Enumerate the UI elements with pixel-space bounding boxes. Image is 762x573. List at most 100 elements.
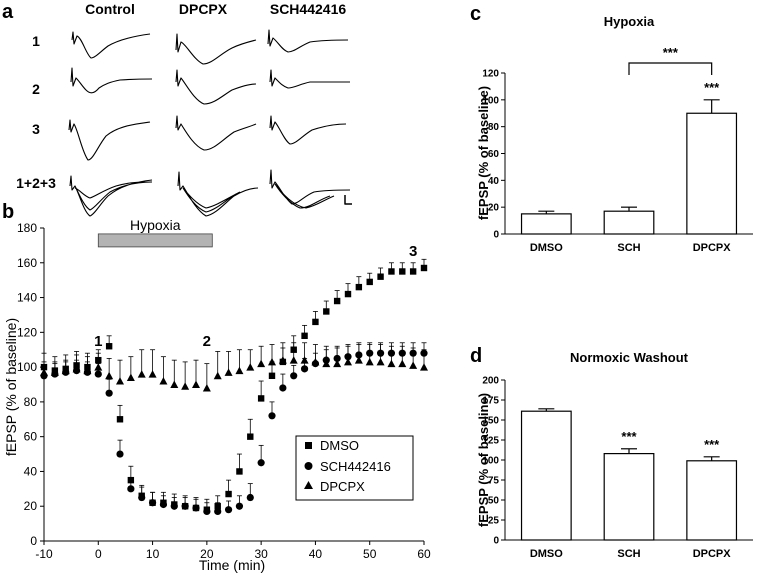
trace-sch-1 (267, 29, 349, 53)
b-y-tick-label: 0 (30, 534, 37, 548)
b-point-sch442416 (224, 506, 233, 514)
b-point-dpcpx (192, 380, 200, 388)
b-legend-box (295, 435, 414, 501)
trace-dpcpx-3 (175, 115, 257, 151)
b-point-sch442416 (268, 412, 276, 420)
c-significance-dpcpx: *** (704, 80, 720, 95)
c-significance-bracket (628, 62, 713, 75)
legend-label-sch442416: SCH442416 (320, 459, 391, 474)
b-y-tick-label: 80 (24, 395, 38, 409)
c-y-axis-label: fEPSP (% of baseline) (476, 86, 491, 220)
b-point-dpcpx (322, 359, 331, 368)
b-y-tick-label: 20 (24, 499, 38, 513)
b-point-dmso (355, 283, 363, 291)
b-point-dmso (105, 343, 113, 350)
trace-row-label-2: 2 (32, 81, 40, 97)
b-y-tick-label: 140 (17, 291, 37, 305)
b-point-dpcpx (224, 368, 233, 376)
b-point-dpcpx (202, 383, 211, 392)
d-x-tick-label-sch: SCH (617, 548, 640, 560)
d-plot-area: 0 25 50 75 100 125 150 175 200 DMSO SCH DPCPX *** *** (482, 376, 753, 560)
b-point-sch442416 (138, 493, 146, 502)
hypoxia-bar (97, 233, 213, 248)
panel-d: d Normoxic Washout fEPSP (% of baseline)… (470, 345, 753, 560)
b-point-dpcpx (376, 357, 385, 366)
b-point-dpcpx (40, 368, 48, 376)
hypoxia-bar-label: Hypoxia (130, 217, 181, 233)
b-point-dpcpx (235, 366, 244, 375)
b-point-dmso (333, 297, 341, 305)
b-point-dmso (366, 278, 373, 286)
c-x-tick-label-sch: SCH (617, 242, 640, 254)
b-point-dmso (257, 395, 265, 402)
b-point-dpcpx (268, 357, 276, 366)
d-chart-title: Normoxic Washout (570, 350, 689, 365)
panel-b-letter: b (2, 201, 14, 223)
b-x-tick-label: 60 (417, 547, 431, 561)
trace-control-3 (68, 119, 151, 161)
panel-a: a Control DPCPX SCH442416 1 2 3 1+2+3 (2, 1, 352, 217)
b-point-dmso (409, 268, 417, 275)
b-point-dpcpx (148, 370, 157, 378)
c-bar-dmso (520, 213, 572, 235)
b-point-sch442416 (257, 459, 265, 467)
d-x-tick-label-dpcpx: DPCPX (693, 548, 732, 560)
b-x-tick-label: 20 (200, 547, 214, 561)
c-plot-area: 0 20 40 60 80 100 120 DMSO SCH DPCPX *** *** (482, 45, 753, 254)
b-x-axis-label: Time (min) (199, 557, 265, 573)
b-series-dpcpx (40, 342, 428, 392)
panel-a-letter: a (2, 1, 14, 23)
b-point-sch442416 (214, 507, 222, 516)
b-point-sch442416 (192, 504, 200, 512)
b-point-dmso (399, 268, 406, 275)
b-y-axis-label: fEPSP (% of baseline) (3, 318, 19, 456)
b-point-dmso (236, 468, 243, 475)
d-y-tick-label: 0 (493, 536, 499, 547)
d-y-tick-label: 50 (488, 496, 500, 507)
b-point-sch442416 (235, 502, 244, 510)
b-point-dpcpx (311, 357, 320, 366)
b-legend: DMSO SCH442416 DPCPX (295, 435, 414, 501)
b-point-dpcpx (333, 359, 342, 368)
c-y-tick-label: 0 (493, 230, 499, 241)
trace-column-label-sch442416: SCH442416 (270, 1, 346, 17)
trace-row-label-1-2-3: 1+2+3 (16, 175, 56, 191)
c-chart-title: Hypoxia (604, 14, 655, 29)
trace-control-2 (70, 67, 153, 94)
b-point-dpcpx (409, 361, 418, 369)
d-y-tick-label: 100 (482, 456, 499, 467)
c-y-tick-label: 80 (488, 122, 500, 133)
legend-label-dmso: DMSO (320, 438, 359, 453)
b-point-dpcpx (354, 356, 363, 364)
b-point-sch442416 (246, 493, 254, 502)
c-y-tick-label: 60 (488, 149, 500, 160)
b-y-tick-label: 180 (17, 221, 37, 235)
legend-marker-sch442416 (304, 462, 313, 470)
d-bar-dmso (520, 410, 572, 541)
b-point-dpcpx (398, 359, 407, 368)
legend-label-dpcpx: DPCPX (320, 479, 365, 494)
d-y-tick-label: 25 (488, 516, 500, 527)
c-bar-sch (603, 210, 655, 235)
b-point-dmso (268, 372, 276, 380)
trace-column-label-dpcpx: DPCPX (179, 1, 228, 17)
b-point-dpcpx (105, 371, 114, 380)
b-x-tick-label: 10 (146, 547, 160, 561)
d-bar-dpcpx (686, 460, 738, 541)
b-point-dpcpx (344, 357, 352, 366)
b-x-tick-label: 50 (363, 547, 377, 561)
b-x-tick-label: 40 (309, 547, 323, 561)
trace-dpcpx-overlay (177, 171, 259, 217)
c-y-tick-label: 40 (488, 176, 500, 187)
c-y-tick-label: 20 (488, 203, 500, 214)
b-y-tick-label: 100 (17, 360, 37, 374)
b-point-dpcpx (387, 359, 396, 368)
trace-sch-2 (269, 69, 350, 89)
b-point-dpcpx (365, 357, 374, 366)
d-y-tick-label: 175 (482, 396, 499, 407)
d-y-tick-label: 200 (482, 376, 499, 387)
b-point-sch442416 (203, 507, 211, 516)
b-point-dpcpx (83, 366, 92, 375)
